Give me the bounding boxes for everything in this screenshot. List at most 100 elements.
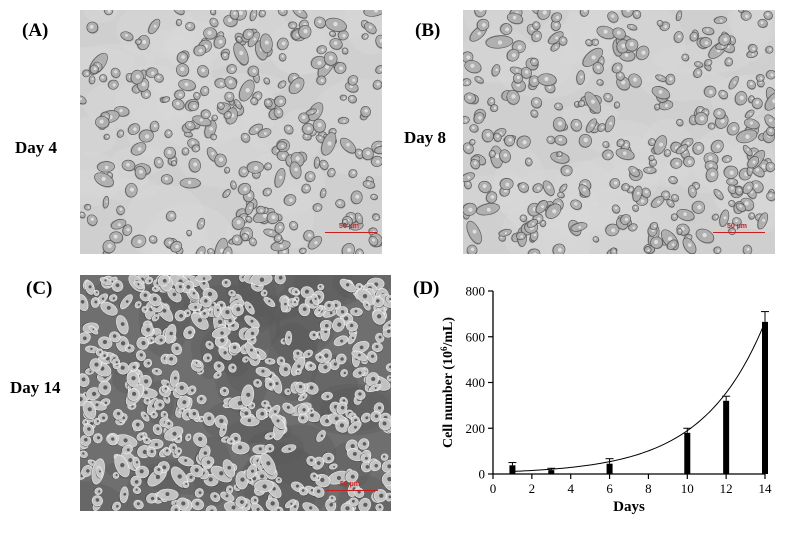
cell-shape — [111, 501, 121, 511]
cell-shape — [371, 213, 381, 221]
cell-shape — [242, 28, 255, 40]
cell-shape — [319, 159, 329, 171]
cell-shape — [80, 435, 92, 447]
cell-shape — [681, 53, 690, 62]
cell-shape — [354, 389, 366, 401]
cell-shape — [191, 312, 209, 331]
cell-shape — [701, 26, 715, 36]
cell-shape — [628, 166, 640, 178]
cell-shape — [94, 172, 114, 188]
cell-shape — [668, 176, 679, 185]
cell-shape — [88, 358, 103, 372]
cell-shape — [347, 74, 359, 86]
cell-shape — [219, 386, 229, 397]
bar — [606, 463, 613, 474]
cell-shape — [682, 155, 695, 168]
cell-shape — [654, 103, 661, 111]
cell-shape — [315, 75, 327, 86]
cell-shape — [581, 47, 603, 67]
cell-shape — [277, 80, 287, 89]
cell-shape — [386, 375, 391, 383]
cell-shape — [111, 280, 124, 293]
cell-shape — [317, 283, 325, 291]
cell-shape — [292, 10, 308, 20]
cell-shape — [233, 99, 243, 111]
cell-shape — [755, 73, 765, 82]
cell-shape — [542, 180, 555, 197]
cell-shape — [244, 201, 255, 216]
cell-shape — [585, 118, 597, 133]
cell-shape — [346, 320, 359, 333]
cell-shape — [547, 31, 564, 45]
cell-shape — [296, 404, 309, 416]
cell-shape — [203, 27, 218, 40]
cell-shape — [124, 182, 138, 198]
cell-shape — [515, 231, 526, 241]
cell-shape — [252, 207, 275, 224]
cell-shape — [289, 221, 299, 231]
cell-shape — [324, 17, 348, 33]
cell-shape — [228, 289, 237, 298]
cell-shape — [489, 104, 499, 113]
cell-shape — [728, 75, 739, 90]
cell-shape — [608, 177, 621, 189]
cell-shape — [584, 91, 602, 115]
cell-shape — [95, 466, 103, 479]
cell-shape — [218, 423, 227, 438]
cell-shape — [337, 30, 349, 41]
cell-shape — [169, 240, 183, 253]
cell-shape — [650, 195, 665, 208]
day-label-a: Day 4 — [15, 138, 58, 157]
cell-shape — [114, 454, 130, 479]
cell-shape — [671, 194, 679, 203]
trend-line — [512, 321, 766, 472]
cell-shape — [148, 293, 162, 308]
cell-shape — [374, 65, 382, 74]
cell-shape — [209, 133, 218, 141]
cell-shape — [321, 452, 335, 464]
cell-shape — [528, 75, 540, 88]
y-tick-label: 200 — [466, 421, 486, 436]
cell-shape — [130, 234, 147, 248]
cell-shape — [348, 168, 358, 179]
cell-shape — [315, 45, 327, 55]
cell-shape — [308, 330, 318, 341]
cell-shape — [301, 122, 315, 135]
cell-shape — [643, 245, 652, 254]
cell-shape — [82, 400, 97, 420]
cell-shape — [354, 212, 364, 225]
cell-shape — [243, 326, 260, 340]
cell-shape — [323, 51, 338, 67]
cell-shape — [763, 10, 773, 21]
cell-shape — [537, 73, 557, 87]
cell-shape — [253, 378, 262, 389]
cell-shape — [224, 91, 235, 103]
cell-shape — [463, 78, 472, 87]
cell-shape — [329, 38, 343, 51]
cell-shape — [342, 218, 349, 226]
cell-shape — [764, 114, 775, 129]
cell-shape — [116, 129, 125, 138]
cell-shape — [109, 331, 121, 344]
cell-shape — [244, 342, 258, 361]
cell-shape — [536, 10, 551, 20]
cell-shape — [228, 342, 241, 355]
cell-shape — [723, 165, 739, 179]
cell-shape — [196, 394, 208, 405]
cell-shape — [242, 189, 255, 203]
cell-shape — [734, 186, 743, 196]
cell-shape — [298, 247, 307, 254]
cell-shape — [98, 336, 113, 350]
cell-shape — [742, 244, 753, 254]
cell-shape — [221, 189, 231, 198]
cell-shape — [712, 246, 722, 254]
cell-shape — [578, 184, 591, 198]
y-tick-label: 0 — [479, 467, 486, 482]
cell-shape — [373, 489, 387, 503]
cell-shape — [463, 51, 474, 63]
bar — [762, 321, 768, 474]
cell-shape — [270, 414, 286, 430]
cell-shape — [230, 180, 237, 191]
cell-shape — [276, 37, 289, 51]
cell-shape — [350, 307, 364, 317]
